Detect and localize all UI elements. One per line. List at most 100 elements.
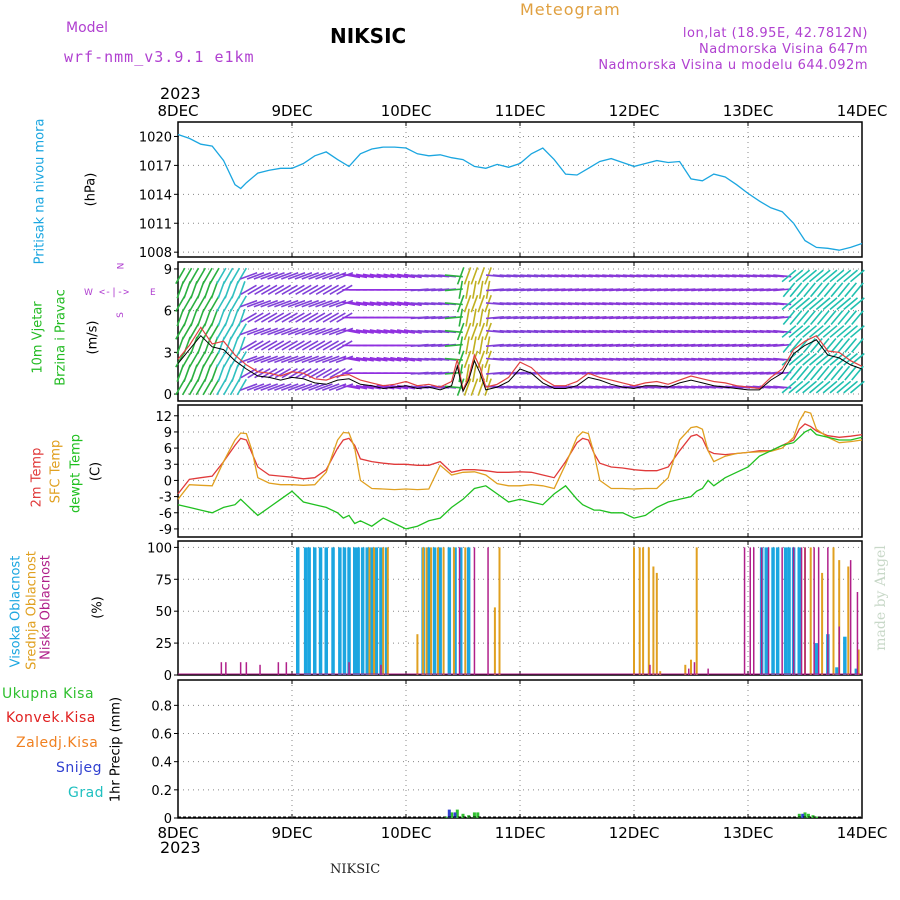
temperature-ytick-label: 6 — [164, 442, 172, 457]
wind-arrow — [196, 281, 205, 299]
wind-arrow — [175, 267, 186, 285]
wind-arrow — [315, 327, 333, 336]
high-cloud-bar — [427, 547, 431, 675]
wind-arrow — [308, 368, 326, 379]
wind-arrow — [355, 301, 374, 307]
high-cloud-bar — [313, 547, 317, 675]
wind-arrow — [195, 295, 206, 312]
wind-arrow — [851, 310, 864, 326]
wind-arrow — [254, 284, 271, 295]
wind-arrow — [822, 380, 838, 394]
compass-w: W — [84, 288, 93, 298]
wind-arrow — [281, 355, 299, 364]
wind-arrow — [369, 329, 388, 334]
wind-arrow — [301, 299, 319, 308]
wind-arrow — [281, 327, 299, 336]
low-cloud-bar — [800, 547, 803, 675]
wind-arrow — [815, 269, 831, 283]
wind-arrow — [281, 383, 299, 391]
wind-arrow — [823, 337, 837, 353]
top-xtick-label: 13DEC — [723, 102, 774, 120]
wind-arrow — [843, 325, 859, 338]
total-rain-bar — [806, 813, 810, 818]
wind-arrow — [444, 343, 463, 347]
high-cloud-bar — [854, 668, 859, 675]
wind-arrow — [465, 308, 470, 327]
wind-arrow — [849, 325, 865, 338]
model-elevation-text: Nadmorska Visina u modelu 644.092m — [598, 58, 868, 73]
high-cloud-bar — [787, 547, 791, 675]
wind-arrow — [260, 383, 278, 391]
wind-arrow — [210, 336, 219, 355]
wind-arrow — [195, 351, 206, 368]
mid-cloud-bar — [847, 566, 850, 675]
wind-arrow — [231, 364, 239, 382]
wind-arrow — [195, 378, 206, 396]
wind-arrow — [294, 383, 313, 391]
wind-arrow — [472, 280, 477, 299]
wind-arrow — [190, 336, 198, 355]
wind-arrow — [236, 267, 247, 285]
wind-arrow — [195, 267, 206, 285]
mid-cloud-bar — [493, 607, 496, 675]
wind-arrow — [322, 383, 340, 391]
model-name: wrf-nmm_v3.9.1 e1km — [64, 48, 255, 66]
wind-arrow — [390, 384, 409, 390]
wind-arrow — [210, 308, 219, 327]
clouds-ytick-label: 100 — [147, 541, 172, 556]
wind-arrow — [349, 329, 368, 334]
wind-arrow — [355, 329, 374, 334]
wind-arrow — [247, 312, 264, 323]
wind-arrow — [209, 267, 220, 285]
wind-arrow — [829, 297, 845, 311]
wind-arrow — [209, 351, 220, 368]
low-cloud-bar — [239, 662, 242, 675]
high-cloud-bar — [296, 547, 300, 675]
wind-arrow — [202, 323, 213, 340]
low-cloud-bar — [380, 664, 382, 675]
high-cloud-bar — [374, 547, 379, 675]
wind-arrow — [223, 378, 234, 396]
total-rain-bar — [461, 813, 465, 818]
precipitation-ytick-label: 0.2 — [151, 784, 172, 799]
dewpt-line — [177, 428, 863, 530]
sfc-temp-line — [177, 410, 863, 500]
mid-cloud-bar — [695, 547, 698, 675]
wind-arrow — [849, 352, 865, 366]
wind-arrow — [229, 323, 241, 340]
wind-arrow — [396, 356, 416, 362]
wind-arrow — [369, 273, 388, 279]
wind-arrow — [176, 281, 185, 299]
wind-arrow — [369, 301, 388, 307]
wind-arrow — [188, 351, 200, 368]
wind-arrow — [815, 380, 831, 394]
wind-arrow — [463, 322, 472, 341]
wind-arrow — [301, 383, 319, 391]
wind-arrow — [802, 269, 818, 283]
high-cloud-bar — [459, 547, 463, 675]
low-cloud-bar — [817, 547, 820, 675]
year-bottom: 2023 — [160, 838, 201, 857]
wind-arrow — [261, 340, 278, 351]
mid-cloud-bar — [838, 560, 841, 675]
wind-arrow — [809, 282, 823, 298]
wind-arrow — [267, 383, 285, 391]
mid-cloud-bar — [690, 659, 692, 675]
wind-arrow — [822, 297, 838, 311]
wind-arrow — [315, 299, 333, 308]
wind-arrow — [308, 383, 326, 391]
wind-arrow — [342, 356, 361, 362]
mid-cloud-bar — [373, 547, 376, 675]
wind-arrow — [274, 284, 292, 295]
wind-arrow — [267, 327, 285, 336]
wind-arrow — [815, 297, 831, 311]
wind-arrow — [322, 312, 339, 323]
wind-arrow — [247, 284, 264, 295]
wind-arrow — [470, 322, 479, 341]
wind-arrow — [802, 380, 818, 394]
wind-arrow — [274, 299, 292, 308]
wind-arrow — [210, 364, 219, 382]
wind-arrow — [188, 323, 200, 340]
wind-arrow — [267, 340, 285, 351]
wind-arrow — [843, 297, 859, 311]
